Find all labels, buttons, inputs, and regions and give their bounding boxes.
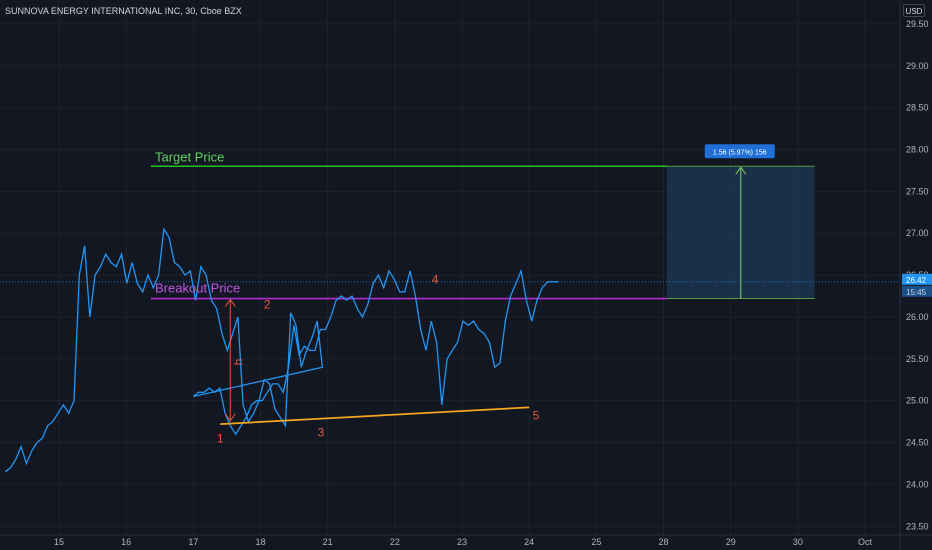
countdown-tag bbox=[902, 285, 932, 297]
price-axis-tick-label: 29.50 bbox=[906, 19, 929, 29]
price-axis-tick-label: 26.00 bbox=[906, 312, 929, 322]
time-axis-tick-label: 30 bbox=[793, 537, 803, 547]
price-axis-tick-label: 27.50 bbox=[906, 186, 929, 196]
time-axis-tick-label: 25 bbox=[591, 537, 601, 547]
height-label: h bbox=[231, 359, 245, 366]
time-axis-tick-label: 18 bbox=[256, 537, 266, 547]
time-axis-tick-label: 22 bbox=[390, 537, 400, 547]
price-axis-tick-label: 29.00 bbox=[906, 61, 929, 71]
annotation-layer: h 1 2 3 4 5 bbox=[217, 272, 540, 445]
height-arrowhead-bottom bbox=[224, 413, 236, 422]
countdown-tag-text: 15:45 bbox=[906, 288, 927, 297]
measure-badge bbox=[704, 144, 775, 159]
time-axis-tick-label: 17 bbox=[188, 537, 198, 547]
price-axis-tick-label: 24.50 bbox=[906, 438, 929, 448]
symbol-title: SUNNOVA ENERGY INTERNATIONAL INC, 30, Cb… bbox=[5, 6, 242, 16]
time-axis-tick-label: 15 bbox=[54, 537, 64, 547]
measure-badge-text: 1.56 (5.97%) 156 bbox=[713, 149, 767, 156]
wave-label: 3 bbox=[318, 425, 325, 439]
currency-badge[interactable]: USD bbox=[903, 4, 925, 17]
time-axis-tick-label: Oct bbox=[858, 537, 873, 547]
wave-label: 2 bbox=[264, 297, 271, 311]
wave-label: 5 bbox=[533, 409, 540, 423]
price-axis-tick-label: 25.50 bbox=[906, 354, 929, 364]
time-axis[interactable]: 15 16 17 18 21 22 23 24 25 28 29 30 Oct bbox=[0, 534, 932, 547]
price-series-line bbox=[4, 227, 559, 473]
price-axis-tick-label: 28.50 bbox=[906, 103, 929, 113]
time-axis-tick-label: 29 bbox=[726, 537, 736, 547]
support-trend-line bbox=[220, 406, 530, 426]
last-price-tag bbox=[902, 273, 932, 285]
time-axis-tick-label: 24 bbox=[524, 537, 534, 547]
price-axis-tick-label: 25.00 bbox=[906, 396, 929, 406]
price-tags: 26.42 15:45 bbox=[902, 273, 932, 297]
time-axis-tick-label: 21 bbox=[323, 537, 333, 547]
time-axis-tick-label: 28 bbox=[659, 537, 669, 547]
wave-label: 4 bbox=[432, 272, 439, 286]
target-measure-arrowhead bbox=[735, 166, 747, 175]
price-axis-tick-label: 28.00 bbox=[906, 145, 929, 155]
height-arrowhead-top bbox=[224, 298, 236, 307]
price-axis-tick-label: 27.00 bbox=[906, 228, 929, 238]
price-axis-tick-label: 24.00 bbox=[906, 479, 929, 489]
last-price-tag-text: 26.42 bbox=[906, 276, 927, 285]
price-axis-tick-label: 23.50 bbox=[906, 521, 929, 531]
target-price-label: Target Price bbox=[155, 149, 224, 164]
wave-label: 1 bbox=[217, 431, 224, 445]
time-axis-tick-label: 16 bbox=[121, 537, 131, 547]
time-axis-tick-label: 23 bbox=[457, 537, 467, 547]
